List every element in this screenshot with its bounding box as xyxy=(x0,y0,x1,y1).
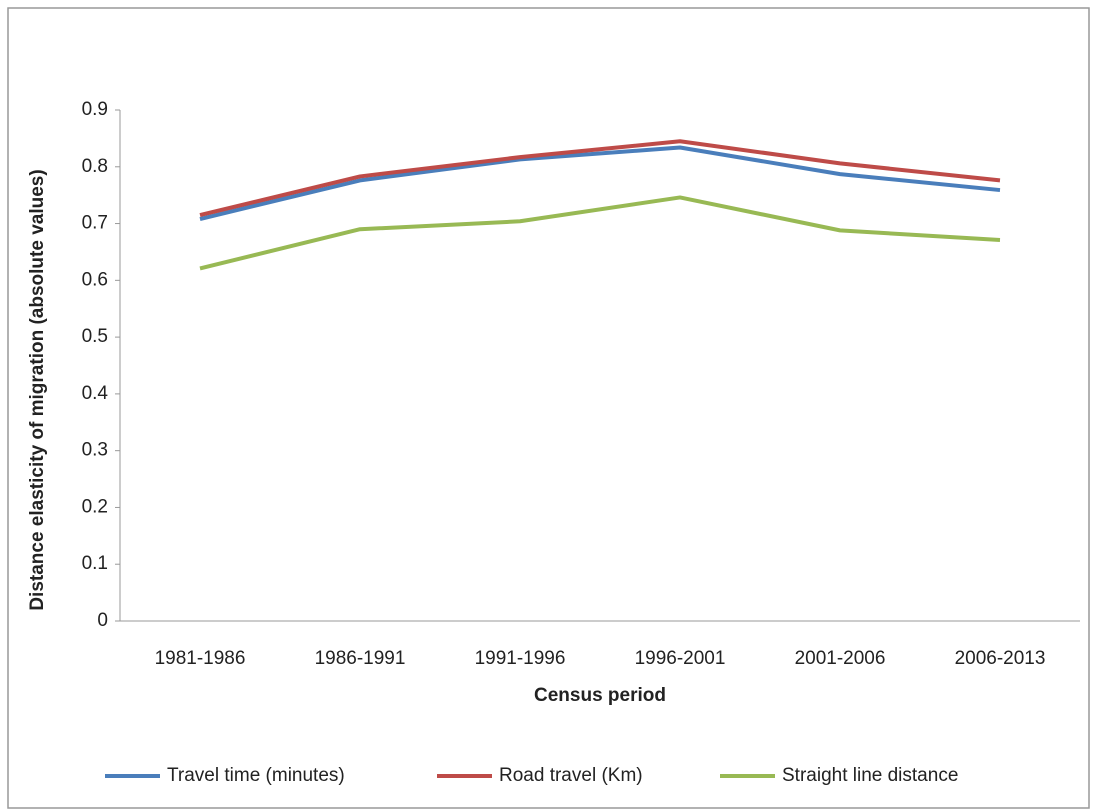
y-tick-label: 0 xyxy=(97,610,108,631)
y-tick-label: 0.6 xyxy=(82,269,108,290)
x-tick-label: 1991-1996 xyxy=(475,648,566,669)
x-tick-label: 2006-2013 xyxy=(955,648,1046,669)
legend-label: Travel time (minutes) xyxy=(167,765,345,786)
y-axis-title: Distance elasticity of migration (absolu… xyxy=(27,169,48,610)
series-line xyxy=(199,195,1001,271)
y-tick-label: 0.1 xyxy=(82,553,108,574)
chart-border xyxy=(7,7,1090,809)
x-tick-label: 1981-1986 xyxy=(155,648,246,669)
series-line xyxy=(199,145,1001,221)
y-tick-label: 0.3 xyxy=(82,440,108,461)
x-tick-label: 1986-1991 xyxy=(315,648,406,669)
x-axis-title: Census period xyxy=(534,685,666,706)
series-line xyxy=(199,139,1001,217)
y-tick-label: 0.5 xyxy=(82,326,108,347)
y-tick-label: 0.9 xyxy=(82,99,108,120)
y-tick-label: 0.7 xyxy=(82,213,108,234)
y-tick-label: 0.4 xyxy=(82,383,109,404)
x-tick-label: 1996-2001 xyxy=(635,648,726,669)
x-tick-label: 2001-2006 xyxy=(795,648,886,669)
legend-label: Road travel (Km) xyxy=(499,765,643,786)
y-tick-label: 0.2 xyxy=(82,496,108,517)
legend-label: Straight line distance xyxy=(782,765,958,786)
y-tick-label: 0.8 xyxy=(82,156,108,177)
